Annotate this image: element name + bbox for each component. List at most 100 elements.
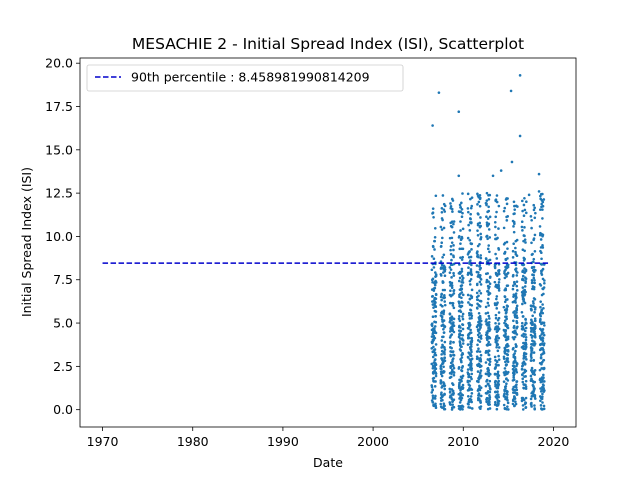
scatter-point [467,405,470,409]
scatter-point [502,357,506,360]
scatter-point [540,273,544,276]
scatter-point [457,392,461,396]
scatter-point [513,310,516,313]
scatter-point [530,391,533,395]
scatter-point [506,401,510,405]
scatter-point [494,316,498,320]
scatter-point [476,328,480,331]
scatter-point [523,271,527,274]
scatter-point [486,289,489,293]
scatter-point [497,311,501,314]
scatter-point [496,370,500,374]
scatter-point [521,248,525,252]
scatter-point [504,273,507,276]
scatter-point [522,259,526,262]
scatter-point [485,191,489,195]
scatter-point [449,202,452,205]
scatter-point [506,372,509,375]
scatter-point [470,204,474,208]
scatter-point [459,206,463,209]
scatter-point [439,295,443,299]
scatter-point [433,236,437,239]
scatter-point [514,301,517,304]
scatter-point [524,401,527,404]
scatter-point [524,290,527,294]
scatter-point [475,282,479,286]
scatter-point [521,361,524,365]
y-tick-label: 12.5 [45,186,73,201]
scatter-point [506,326,510,330]
scatter-point [533,342,537,346]
scatter-point [513,294,516,297]
scatter-point [466,253,470,256]
scatter-point [489,388,492,391]
scatter-point [521,328,525,331]
scatter-point [524,276,527,280]
scatter-point [451,389,455,393]
scatter-point [488,236,492,239]
scatter-point [469,206,473,210]
scatter-point [506,298,509,301]
scatter-point [543,281,546,285]
scatter-point [497,280,501,284]
scatter-point [530,370,534,374]
scatter-point [450,241,454,244]
scatter-point [539,300,542,303]
scatter-point [487,193,490,197]
scatter-point [529,307,533,311]
scatter-point [513,388,517,392]
scatter-point [505,343,509,347]
scatter-point [460,237,464,240]
scatter-point [448,387,452,391]
scatter-point [533,206,536,210]
scatter-point [469,255,473,259]
scatter-point [442,328,445,331]
scatter-point [497,272,501,276]
scatter-point [479,405,483,408]
scatter-point [440,304,444,308]
x-tick-label: 2000 [357,434,389,449]
scatter-point [451,304,455,307]
legend: 90th percentile : 8.458981990814209 [86,64,404,92]
scatter-point [460,215,464,219]
scatter-point [433,271,437,274]
scatter-point [477,397,481,400]
scatter-point [515,304,519,308]
scatter-point [469,269,473,273]
scatter-point [450,236,454,240]
y-tick-label: 7.5 [53,272,73,287]
scatter-point [496,403,500,406]
scatter-point [518,134,522,138]
scatter-point [439,225,443,229]
scatter-point [478,375,481,379]
scatter-point [466,192,470,196]
scatter-point [497,383,501,386]
scatter-point [459,220,462,223]
scatter-point [513,365,516,369]
scatter-point [513,331,517,335]
scatter-point [532,385,535,388]
scatter-point [457,210,461,213]
scatter-point [450,286,454,290]
scatter-point [503,276,507,280]
scatter-point [469,361,473,365]
scatter-point [495,297,498,301]
scatter-point [495,307,499,310]
scatter-point [532,260,535,264]
scatter-point [534,269,537,272]
scatter-point [529,215,533,218]
scatter-point [467,301,470,304]
scatter-point [497,286,501,290]
scatter-point [531,372,535,376]
scatter-point [542,404,546,408]
scatter-point [487,280,490,283]
scatter-point [531,281,534,284]
scatter-point [461,192,464,195]
scatter-point [509,89,513,93]
scatter-point [467,223,470,227]
scatter-point [476,250,479,253]
scatter-point [431,388,434,391]
scatter-point [520,368,524,371]
scatter-point [502,305,506,309]
y-tick-label: 0.0 [53,402,73,417]
